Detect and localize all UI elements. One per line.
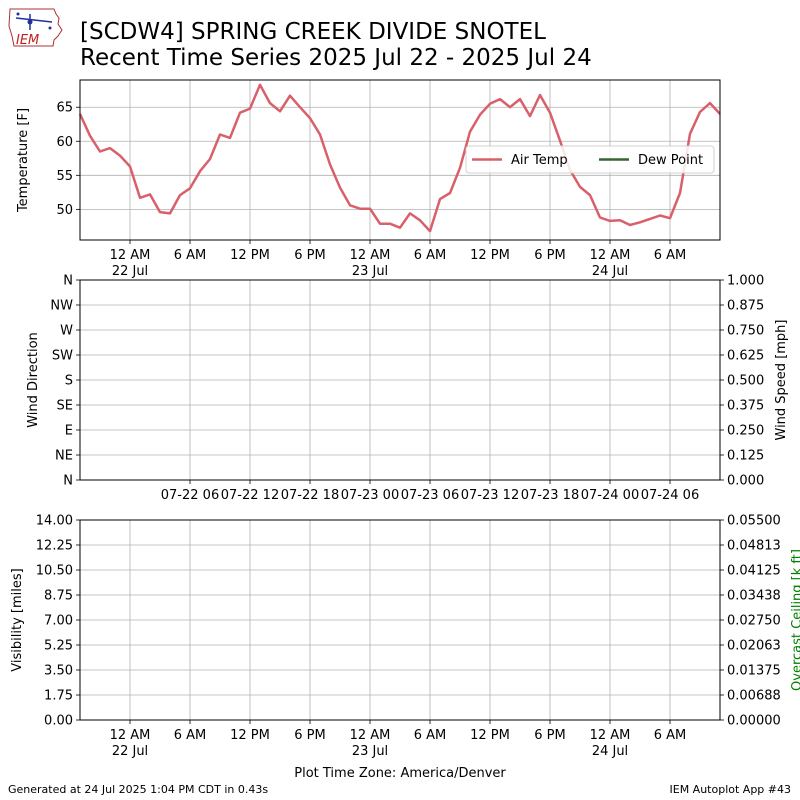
x-tick-date-label: 23 Jul <box>352 264 388 279</box>
x-tick-label: 6 AM <box>654 248 687 263</box>
x-tick-label: 12 PM <box>470 728 510 743</box>
x-tick-date-label: 22 Jul <box>112 744 148 759</box>
iem-logo: IEM <box>8 8 63 48</box>
chart-subtitle: Recent Time Series 2025 Jul 22 - 2025 Ju… <box>80 45 592 71</box>
y2-tick-label: 0.02063 <box>727 639 781 654</box>
legend-label-dew-point: Dew Point <box>638 153 703 168</box>
x-tick-label: 12 AM <box>110 728 151 743</box>
y2-tick-label: 0.250 <box>727 424 764 439</box>
y-tick-label: SE <box>57 399 73 414</box>
chart-title: [SCDW4] SPRING CREEK DIVIDE SNOTEL <box>80 19 546 45</box>
y2-tick-label: 0.04125 <box>727 564 781 579</box>
y-tick-label: 5.25 <box>44 639 73 654</box>
y2-axis-label: Overcast Ceiling [k ft] <box>790 549 800 691</box>
x-tick-label: 07-24 06 <box>641 488 699 503</box>
y2-tick-label: 1.000 <box>727 274 764 289</box>
x-tick-label: 12 PM <box>230 248 270 263</box>
plot-frame <box>79 79 721 241</box>
x-tick-date-label: 22 Jul <box>112 264 148 279</box>
x-tick-label: 07-22 06 <box>161 488 219 503</box>
y-tick-label: E <box>65 424 73 439</box>
x-tick-label: 07-23 00 <box>341 488 399 503</box>
x-tick-label: 12 AM <box>590 248 631 263</box>
y2-tick-label: 0.00688 <box>727 689 781 704</box>
x-tick-label: 12 AM <box>110 248 151 263</box>
plot-frame <box>79 279 721 481</box>
y-tick-label: N <box>63 274 73 289</box>
generated-note: Generated at 24 Jul 2025 1:04 PM CDT in … <box>8 783 269 796</box>
y-tick-label: 8.75 <box>44 589 73 604</box>
y2-tick-label: 0.625 <box>727 349 764 364</box>
x-tick-label: 12 AM <box>350 248 391 263</box>
y-tick-label: 7.00 <box>44 614 73 629</box>
y-tick-label: 10.50 <box>36 564 73 579</box>
y-tick-label: SW <box>52 349 73 364</box>
y2-axis-label: Wind Speed [mph] <box>774 320 789 441</box>
y2-tick-label: 0.750 <box>727 324 764 339</box>
y2-tick-label: 0.05500 <box>727 514 781 529</box>
x-tick-date-label: 24 Jul <box>592 264 628 279</box>
y-tick-label: 65 <box>56 101 73 116</box>
y-tick-label: NW <box>50 299 73 314</box>
x-tick-label: 12 AM <box>590 728 631 743</box>
x-tick-date-label: 24 Jul <box>592 744 628 759</box>
y-tick-label: W <box>60 324 73 339</box>
visibility-panel: 0.00 1.75 3.50 5.25 7.00 8.75 10.50 12.25 14.00 1… <box>10 514 800 782</box>
x-tick-label: 12 AM <box>350 728 391 743</box>
y2-tick-label: 0.01375 <box>727 664 781 679</box>
y-tick-label: NE <box>55 449 73 464</box>
logo-text: IEM <box>16 33 39 48</box>
x-tick-label: 12 PM <box>470 248 510 263</box>
x-tick-date-label: 23 Jul <box>352 744 388 759</box>
y-tick-label: 3.50 <box>44 664 73 679</box>
y-axis-label: Visibility [miles] <box>10 568 25 671</box>
y-tick-label: 55 <box>56 169 73 184</box>
x-tick-label: 6 AM <box>414 728 447 743</box>
x-tick-label: 6 AM <box>174 248 207 263</box>
y-tick-label: 12.25 <box>36 539 73 554</box>
y-tick-label: 50 <box>56 203 73 218</box>
y2-tick-label: 0.04813 <box>727 539 781 554</box>
x-tick-label: 07-22 18 <box>281 488 339 503</box>
app-note: IEM Autoplot App #43 <box>669 783 792 796</box>
x-tick-label: 6 AM <box>414 248 447 263</box>
y2-tick-label: 0.00000 <box>727 714 781 729</box>
y-tick-label: 60 <box>56 135 73 150</box>
x-tick-label: 07-23 18 <box>521 488 579 503</box>
y-axis-label: Wind Direction <box>26 332 41 428</box>
x-tick-label: 6 PM <box>534 728 565 743</box>
y2-tick-label: 0.03438 <box>727 589 781 604</box>
legend: Air Temp Dew Point <box>465 145 715 174</box>
x-tick-label: 07-23 06 <box>401 488 459 503</box>
y2-tick-label: 0.125 <box>727 449 764 464</box>
y2-tick-label: 0.000 <box>727 474 764 489</box>
x-tick-label: 6 PM <box>294 248 325 263</box>
y2-tick-label: 0.02750 <box>727 614 781 629</box>
x-tick-label: 6 PM <box>534 248 565 263</box>
legend-label-air-temp: Air Temp <box>511 153 568 168</box>
y-axis-label: Temperature [F] <box>16 108 31 213</box>
y-tick-label: 1.75 <box>44 689 73 704</box>
x-tick-label: 6 AM <box>174 728 207 743</box>
y2-tick-label: 0.500 <box>727 374 764 389</box>
y2-tick-label: 0.875 <box>727 299 764 314</box>
y-tick-label: 0.00 <box>44 714 73 729</box>
timezone-label: Plot Time Zone: America/Denver <box>294 766 506 781</box>
air-temp-line <box>78 83 721 233</box>
legend-box <box>465 145 715 174</box>
y-tick-label: 14.00 <box>36 514 73 529</box>
x-tick-label: 07-24 00 <box>581 488 639 503</box>
x-tick-label: 12 PM <box>230 728 270 743</box>
y-tick-label: S <box>65 374 73 389</box>
x-tick-label: 6 PM <box>294 728 325 743</box>
x-tick-label: 07-22 12 <box>221 488 279 503</box>
y-tick-label: N <box>63 474 73 489</box>
x-tick-label: 07-23 12 <box>461 488 519 503</box>
x-tick-label: 6 AM <box>654 728 687 743</box>
y2-tick-label: 0.375 <box>727 399 764 414</box>
plot-frame <box>79 519 721 721</box>
